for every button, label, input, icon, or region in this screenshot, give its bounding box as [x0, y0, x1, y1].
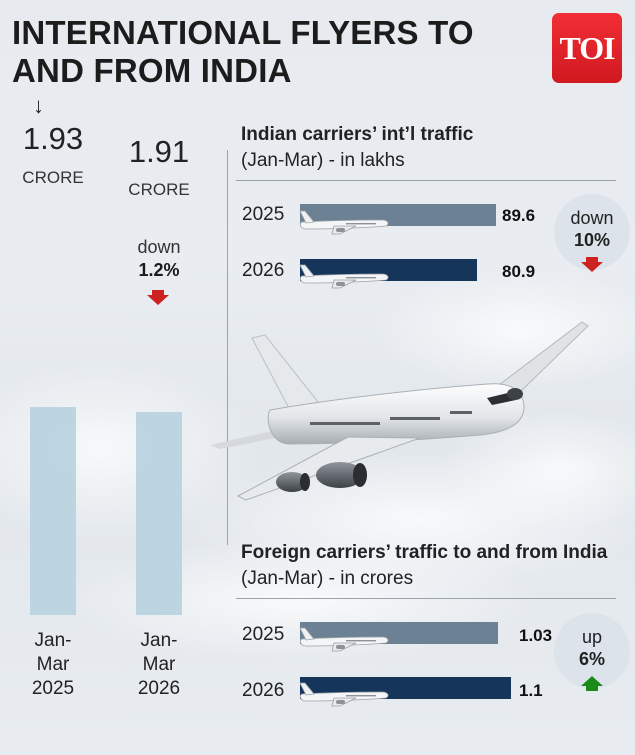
foreign-carriers-subtitle: (Jan-Mar) - in crores [241, 568, 414, 589]
value-label: 80.9 [502, 262, 536, 281]
category-month: Mar [142, 654, 176, 675]
value-label: 89.6 [502, 206, 536, 225]
plane-icon [299, 264, 389, 289]
header-rule [236, 180, 616, 181]
up-arrow-icon [581, 676, 603, 691]
header-rule [236, 598, 616, 599]
toi-logo: TOI [552, 13, 622, 83]
value-label-2025: 1.93 [22, 121, 84, 156]
change-word: up [581, 627, 603, 647]
plane-icon [299, 627, 389, 652]
down-pointer-icon: ↓ [33, 93, 44, 118]
category-year: 2026 [137, 678, 181, 699]
change-percent: 6% [578, 649, 605, 669]
bar-jan-mar-2026 [136, 412, 182, 615]
change-note-total: down 1.2% [119, 236, 199, 282]
value-label: 1.1 [519, 681, 543, 700]
category-label-2026: Jan- Mar 2026 [137, 630, 181, 699]
bar-jan-mar-2025 [30, 407, 76, 615]
indian-carriers-title: Indian carriers’ int’l traffic [241, 124, 474, 145]
change-badge-indian: down 10% [552, 207, 632, 251]
change-percent: 10% [573, 230, 611, 250]
page-title: INTERNATIONAL FLYERS TO AND FROM INDIA [12, 14, 474, 89]
unit-label-2025: CRORE [22, 168, 84, 187]
vertical-divider [227, 150, 228, 545]
plane-icon [299, 210, 389, 235]
category-year: 2025 [31, 678, 75, 699]
foreign-carriers-header: Foreign carriers’ traffic to and from In… [241, 540, 621, 592]
category-label-2025: Jan- Mar 2025 [31, 630, 75, 699]
category-month: Mar [36, 654, 70, 675]
unit-label-2026: CRORE [128, 180, 190, 199]
change-percent: 1.2% [138, 260, 180, 280]
year-label: 2025 [242, 624, 285, 645]
year-label: 2026 [242, 680, 285, 701]
value-label-2026: 1.91 [128, 134, 190, 169]
airplane-illustration [210, 321, 589, 501]
down-arrow-icon [581, 257, 603, 272]
indian-carriers-header: Indian carriers’ int’l traffic (Jan-Mar)… [241, 122, 473, 174]
value-label: 1.03 [519, 626, 553, 645]
year-label: 2025 [242, 204, 285, 225]
change-word: down [570, 208, 614, 228]
plane-icon [299, 682, 389, 707]
indian-carriers-subtitle: (Jan-Mar) - in lakhs [241, 150, 405, 171]
change-badge-foreign: up 6% [552, 626, 632, 670]
foreign-carriers-title: Foreign carriers’ traffic to and from In… [241, 542, 608, 563]
down-arrow-icon [147, 290, 169, 305]
change-word: down [137, 237, 181, 257]
year-label: 2026 [242, 260, 285, 281]
